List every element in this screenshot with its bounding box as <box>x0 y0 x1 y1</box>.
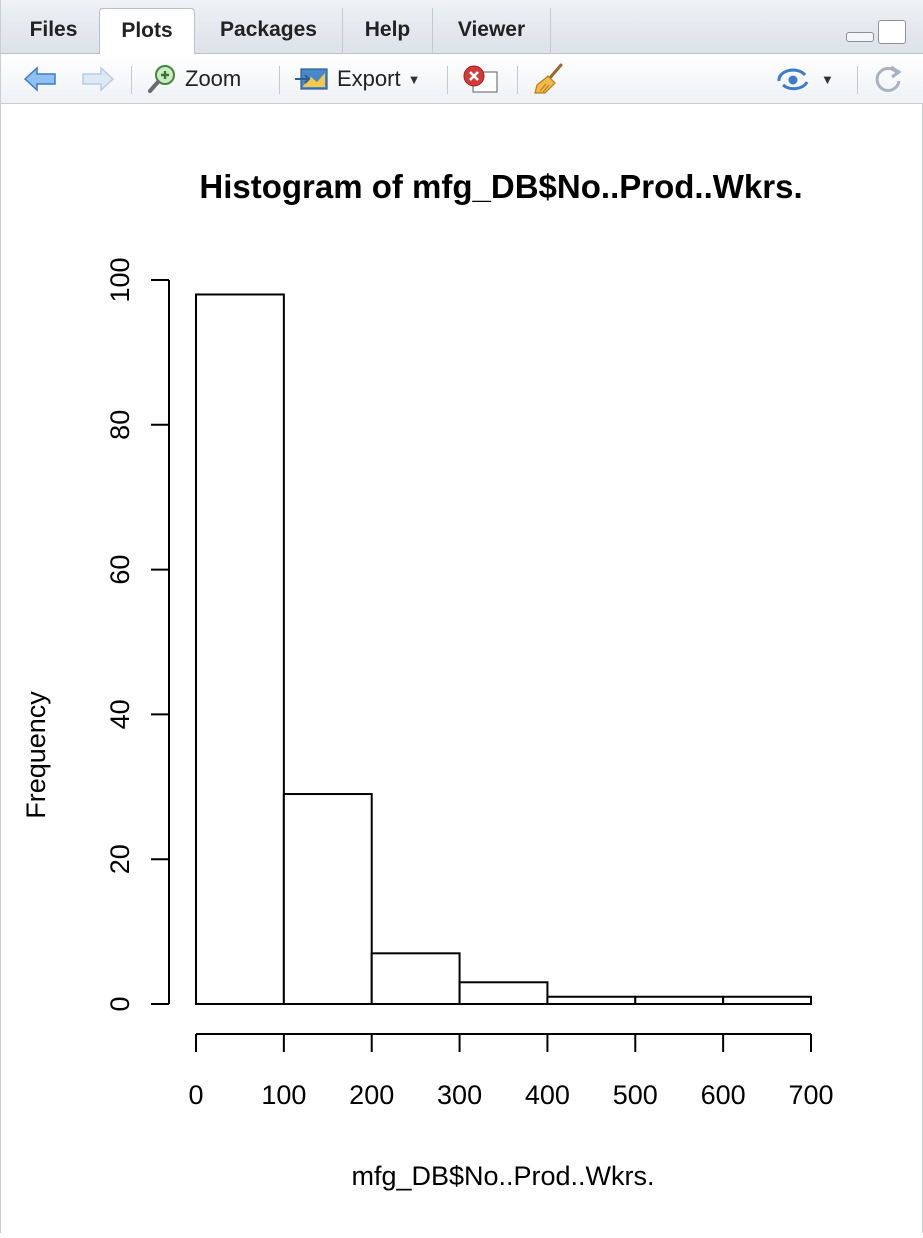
forward-button[interactable] <box>81 54 115 104</box>
tab-packages[interactable]: Packages <box>195 8 343 54</box>
x-tick-label-7: 700 <box>788 1080 833 1110</box>
x-tick-label-3: 300 <box>437 1080 482 1110</box>
histogram-bar-2 <box>370 952 461 1006</box>
export-button[interactable]: Export ▼ <box>295 54 420 104</box>
remove-plot-button[interactable] <box>461 54 501 104</box>
maximize-pane-icon[interactable] <box>878 20 906 44</box>
refresh-icon <box>875 65 902 92</box>
chevron-down-icon: ▼ <box>821 71 834 87</box>
tab-packages-label: Packages <box>220 18 317 41</box>
x-axis-label: mfg_DB$No..Prod..Wkrs. <box>351 1161 654 1191</box>
histogram-bars <box>195 293 813 1006</box>
histogram-bar-6 <box>722 995 813 1006</box>
zoom-label: Zoom <box>185 66 242 91</box>
x-tick-label-6: 600 <box>701 1080 746 1110</box>
tab-plots[interactable]: Plots <box>99 8 195 55</box>
remove-plot-icon <box>463 65 498 93</box>
broom-icon <box>534 63 563 94</box>
refresh-button[interactable] <box>873 54 903 104</box>
x-tick-label-0: 0 <box>188 1080 203 1110</box>
clear-plots-button[interactable] <box>531 54 567 104</box>
toolbar-separator <box>131 66 132 94</box>
histogram-bar-5 <box>634 995 725 1006</box>
x-tick-label-5: 500 <box>613 1080 658 1110</box>
tab-files[interactable]: Files <box>7 8 101 54</box>
y-tick-label-1: 20 <box>105 844 135 874</box>
x-tick-label-1: 100 <box>261 1080 306 1110</box>
x-tick-label-4: 400 <box>525 1080 570 1110</box>
arrow-left-icon <box>23 66 56 92</box>
histogram-bar-3 <box>458 981 549 1006</box>
x-axis: 0 100 200 300 400 500 600 700 <box>188 1033 834 1110</box>
arrow-right-icon <box>82 66 115 92</box>
export-label: Export <box>337 66 401 91</box>
export-icon <box>295 68 328 90</box>
chevron-down-icon: ▼ <box>407 71 421 87</box>
y-axis-label: Frequency <box>21 691 51 819</box>
chart-title: Histogram of mfg_DB$No..Prod..Wkrs. <box>199 168 802 205</box>
tab-help[interactable]: Help <box>343 8 433 54</box>
minimize-pane-icon[interactable] <box>846 32 874 42</box>
histogram-chart: Histogram of mfg_DB$No..Prod..Wkrs. mfg_… <box>21 168 834 1191</box>
histogram-bar-1 <box>282 793 373 1005</box>
toolbar-separator <box>517 66 518 94</box>
tab-bar: Files Plots Packages Help Viewer <box>1 0 923 55</box>
y-tick-label-2: 40 <box>105 699 135 729</box>
y-axis: 0 20 40 60 80 100 <box>105 257 170 1012</box>
tab-plots-label: Plots <box>121 19 173 42</box>
y-tick-label-0: 0 <box>105 996 135 1011</box>
back-button[interactable] <box>23 54 57 104</box>
zoom-icon <box>148 65 175 93</box>
histogram-bar-4 <box>546 995 637 1006</box>
y-tick-label-5: 100 <box>105 257 135 302</box>
x-tick-label-2: 200 <box>349 1080 394 1110</box>
plot-area: Histogram of mfg_DB$No..Prod..Wkrs. mfg_… <box>1 105 923 1233</box>
tab-help-label: Help <box>364 18 411 41</box>
tab-files-label: Files <box>29 18 78 41</box>
tab-viewer[interactable]: Viewer <box>433 8 551 54</box>
plots-toolbar: Zoom Export ▼ <box>1 54 923 104</box>
y-tick-label-3: 60 <box>105 555 135 585</box>
zoom-button[interactable]: Zoom <box>147 54 241 104</box>
toolbar-separator <box>279 66 280 94</box>
tab-viewer-label: Viewer <box>457 18 526 41</box>
publish-icon <box>777 68 809 91</box>
y-tick-label-4: 80 <box>105 410 135 440</box>
histogram-bar-0 <box>195 293 285 1006</box>
toolbar-separator <box>447 66 448 94</box>
toolbar-separator <box>857 66 858 94</box>
publish-button[interactable]: ▼ <box>775 54 834 104</box>
